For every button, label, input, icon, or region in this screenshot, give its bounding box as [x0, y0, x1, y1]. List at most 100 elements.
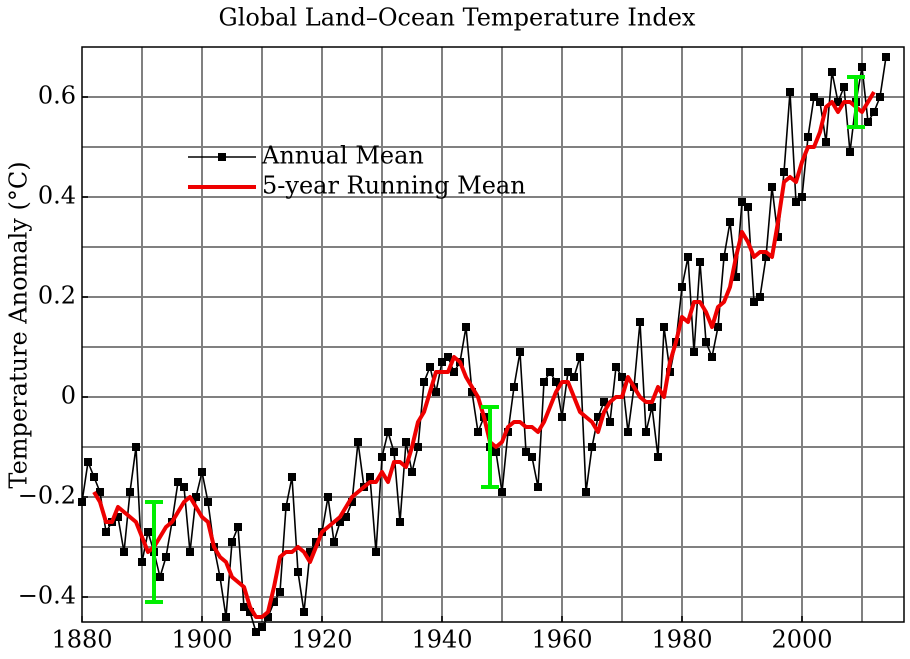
data-point [414, 443, 422, 451]
y-tick-label: −0.2 [18, 482, 76, 510]
data-point [864, 118, 872, 126]
legend-marker [218, 153, 226, 161]
data-point [834, 98, 842, 106]
data-point [468, 388, 476, 396]
data-point [714, 323, 722, 331]
data-point [642, 428, 650, 436]
data-point [762, 253, 770, 261]
data-point [498, 488, 506, 496]
data-point [570, 373, 578, 381]
data-point [378, 453, 386, 461]
plot-frame [81, 46, 905, 623]
data-point [636, 318, 644, 326]
data-point [558, 413, 566, 421]
data-point [372, 548, 380, 556]
data-point [792, 198, 800, 206]
data-point [786, 88, 794, 96]
data-point [408, 468, 416, 476]
data-point [702, 338, 710, 346]
y-axis-label: Temperature Anomaly (°C) [5, 161, 33, 488]
chart-title: Global Land–Ocean Temperature Index [219, 4, 696, 32]
x-tick-label: 1940 [411, 626, 472, 654]
data-point [612, 363, 620, 371]
data-point [552, 378, 560, 386]
data-point [492, 448, 500, 456]
data-point [396, 518, 404, 526]
data-point [648, 403, 656, 411]
data-point [174, 478, 182, 486]
x-tick-label: 1980 [651, 626, 712, 654]
y-tick-label: −0.4 [18, 582, 76, 610]
data-point [438, 358, 446, 366]
data-point [726, 218, 734, 226]
data-point [816, 98, 824, 106]
data-point [132, 443, 140, 451]
data-point [162, 553, 170, 561]
data-point [606, 418, 614, 426]
data-point [660, 323, 668, 331]
data-point [870, 108, 878, 116]
error-bar [847, 75, 865, 129]
data-point [528, 453, 536, 461]
data-point [810, 93, 818, 101]
data-point [684, 253, 692, 261]
data-point [84, 458, 92, 466]
data-point [846, 148, 854, 156]
data-point [462, 323, 470, 331]
data-point [582, 488, 590, 496]
data-point [546, 368, 554, 376]
data-point [510, 383, 518, 391]
error-bar [481, 405, 499, 489]
x-tick-label: 1920 [291, 626, 352, 654]
data-point [234, 523, 242, 531]
data-point [120, 548, 128, 556]
data-point [198, 468, 206, 476]
data-point [144, 528, 152, 536]
data-point [270, 598, 278, 606]
data-point [240, 603, 248, 611]
data-point [324, 493, 332, 501]
data-point [600, 398, 608, 406]
data-point [222, 613, 230, 621]
data-point [420, 378, 428, 386]
y-tick-label: 0.6 [38, 82, 76, 110]
data-point [348, 498, 356, 506]
x-tick-label: 2000 [771, 626, 832, 654]
legend-label: 5-year Running Mean [262, 172, 526, 200]
data-point [336, 518, 344, 526]
data-point [768, 183, 776, 191]
data-point [330, 538, 338, 546]
data-point [882, 53, 890, 61]
data-point [204, 498, 212, 506]
data-point [876, 93, 884, 101]
data-point [300, 608, 308, 616]
series-line [92, 90, 876, 619]
data-point [246, 608, 254, 616]
data-point [432, 388, 440, 396]
data-point [858, 63, 866, 71]
data-point [252, 628, 260, 636]
data-point [780, 168, 788, 176]
data-point [750, 298, 758, 306]
data-point [576, 353, 584, 361]
data-point [258, 623, 266, 631]
data-point [384, 428, 392, 436]
legend-label: Annual Mean [261, 142, 424, 170]
data-point [540, 378, 548, 386]
data-point [402, 438, 410, 446]
data-point [282, 503, 290, 511]
data-point [474, 428, 482, 436]
data-point [126, 488, 134, 496]
data-point [102, 528, 110, 536]
data-point [756, 293, 764, 301]
data-point [828, 68, 836, 76]
data-point [534, 483, 542, 491]
y-tick-label: 0.4 [38, 182, 76, 210]
data-point [840, 83, 848, 91]
y-tick-label: 0.2 [38, 282, 76, 310]
data-point [450, 368, 458, 376]
data-point [180, 483, 188, 491]
data-point [96, 488, 104, 496]
